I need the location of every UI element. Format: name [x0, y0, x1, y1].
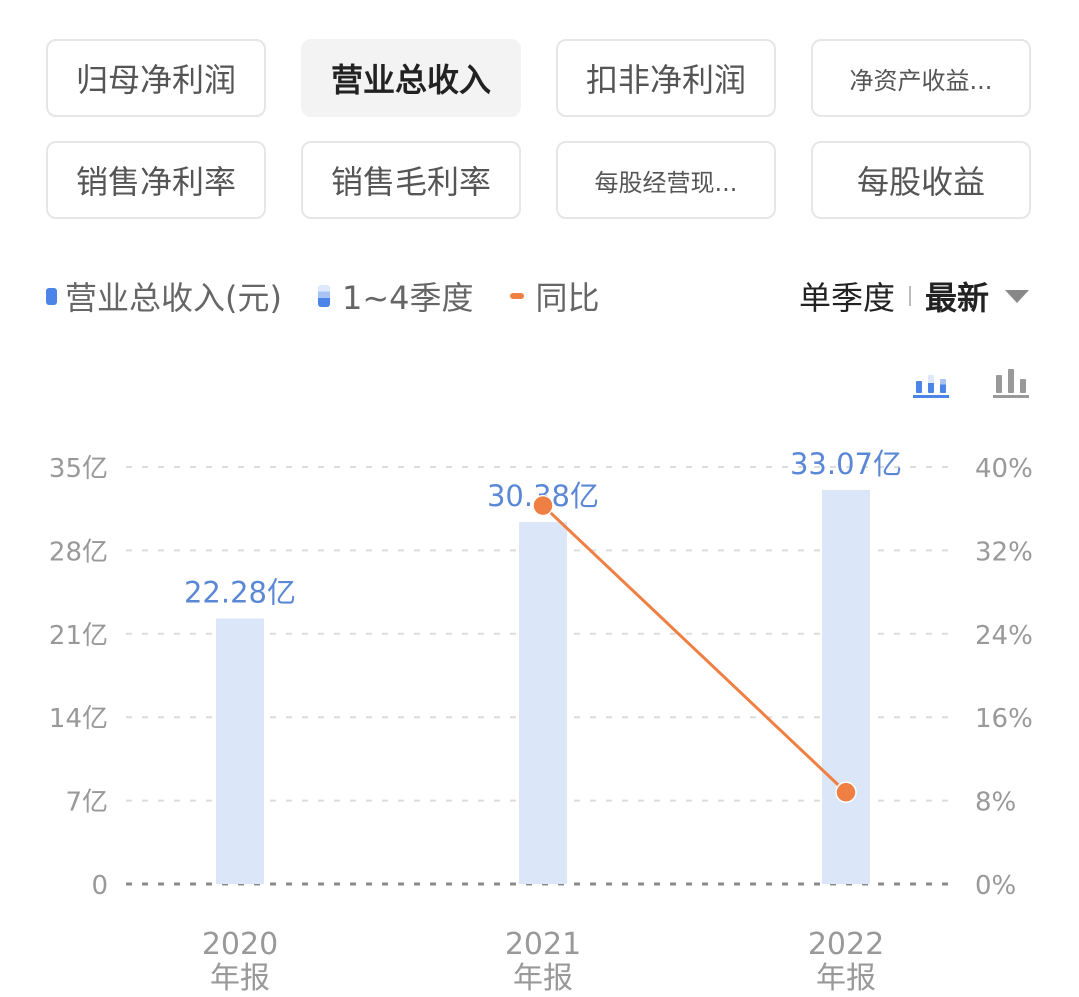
right-axis-tick: 24%: [975, 621, 1033, 651]
revenue-bar: [216, 618, 264, 884]
right-axis-tick: 40%: [975, 454, 1033, 484]
x-axis-label-year: 2022: [808, 927, 884, 962]
yoy-point: [532, 494, 554, 517]
bar-chart-icon[interactable]: [993, 366, 1029, 398]
legend-yoy-label: 同比: [535, 279, 600, 317]
left-axis-tick: 21亿: [49, 621, 108, 651]
x-axis-label-year: 2021: [505, 927, 581, 962]
legend-yoy[interactable]: 同比: [509, 273, 600, 319]
left-axis-tick: 28亿: [49, 537, 108, 567]
right-axis-tick: 16%: [975, 704, 1033, 734]
chart-legend: 营业总收入(元) 1~4季度 同比: [46, 272, 636, 320]
metric-tabs: 归母净利润 营业总收入 扣非净利润 净资产收益... 销售净利率 销售毛利率 每股经营现..…: [46, 39, 1033, 219]
tab-metric[interactable]: 销售净利率: [46, 141, 266, 219]
tab-metric[interactable]: 营业总收入: [301, 39, 521, 117]
tab-metric[interactable]: 净资产收益...: [811, 39, 1031, 117]
x-axis-label-type: 年报: [513, 961, 573, 996]
period-latest-button[interactable]: 最新: [924, 279, 989, 317]
legend-quarters[interactable]: 1~4季度: [317, 273, 474, 319]
legend-revenue[interactable]: 营业总收入(元): [46, 273, 282, 319]
chart-type-toggle: [913, 366, 1029, 398]
revenue-bar: [519, 522, 567, 884]
bar-value-label: 22.28亿: [184, 576, 296, 610]
right-axis-tick: 0%: [975, 871, 1016, 901]
stacked-bar-chart-icon[interactable]: [913, 366, 949, 398]
left-axis-tick: 0: [91, 871, 108, 901]
bar-value-label: 33.07亿: [790, 447, 902, 481]
tab-metric[interactable]: 每股收益: [811, 141, 1031, 219]
legend-revenue-label: 营业总收入(元): [65, 279, 282, 317]
legend-quarters-swatch-icon: [317, 285, 330, 307]
x-axis-label-type: 年报: [210, 961, 270, 996]
tab-metric[interactable]: 每股经营现...: [556, 141, 776, 219]
revenue-chart: 07亿14亿21亿28亿35亿0%8%16%24%32%40%22.28亿30.…: [49, 447, 1033, 996]
left-axis-tick: 7亿: [65, 788, 108, 818]
yoy-line: [541, 504, 848, 794]
left-axis-tick: 14亿: [49, 704, 108, 734]
right-axis-tick: 8%: [975, 788, 1016, 818]
tab-metric[interactable]: 扣非净利润: [556, 39, 776, 117]
x-axis-label-year: 2020: [202, 927, 278, 962]
legend-yoy-swatch-icon: [509, 293, 524, 299]
period-divider: [908, 286, 911, 306]
tab-metric[interactable]: 销售毛利率: [301, 141, 521, 219]
right-axis-tick: 32%: [975, 537, 1033, 567]
period-mode-single-quarter[interactable]: 单季度: [798, 279, 895, 317]
legend-revenue-swatch-icon: [46, 287, 57, 305]
yoy-point: [835, 781, 857, 804]
left-axis-tick: 35亿: [49, 454, 108, 484]
tab-metric[interactable]: 归母净利润: [46, 39, 266, 117]
revenue-bar: [822, 489, 870, 884]
dropdown-triangle-icon[interactable]: [1005, 289, 1029, 303]
legend-quarters-label: 1~4季度: [341, 279, 474, 317]
period-selector: 单季度 最新: [799, 272, 1029, 320]
x-axis-label-type: 年报: [816, 961, 876, 996]
